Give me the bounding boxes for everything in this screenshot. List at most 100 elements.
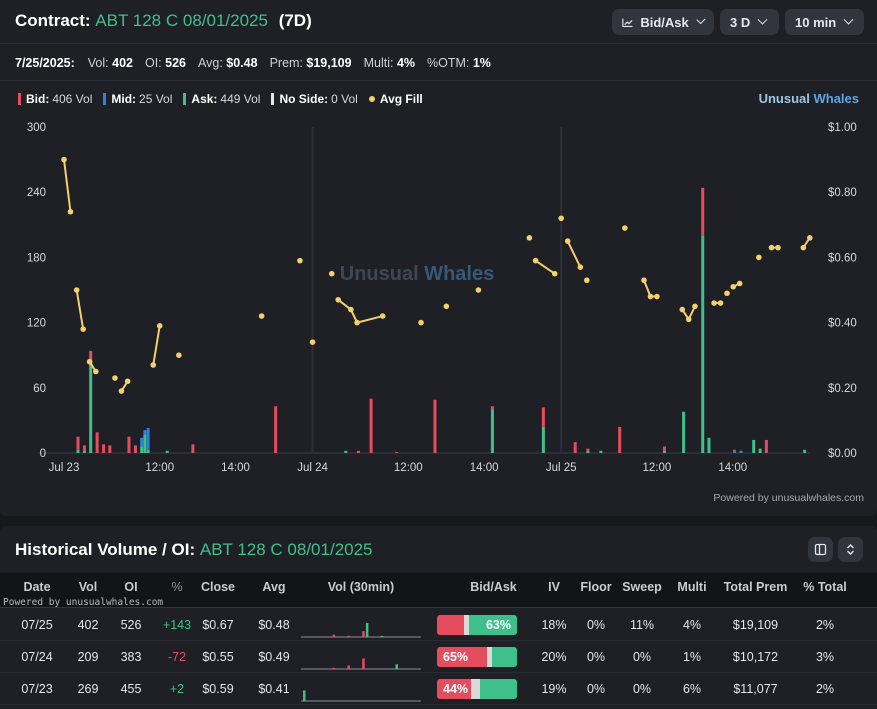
avg-fill-line bbox=[63, 159, 72, 212]
brand-logo: Unusual Whales bbox=[758, 91, 859, 106]
avg-fill-point bbox=[800, 244, 807, 251]
column-header-chg[interactable]: % bbox=[171, 580, 183, 594]
sparkline-bar bbox=[332, 667, 336, 669]
avg-fill-point bbox=[354, 319, 360, 326]
volume-bar-ask bbox=[76, 449, 80, 453]
cell-oi: 383 bbox=[120, 650, 142, 664]
columns-toggle-button[interactable] bbox=[808, 537, 833, 562]
range-dropdown[interactable]: 3 D bbox=[720, 9, 779, 35]
volume-sparkline bbox=[301, 623, 421, 638]
avg-fill-point bbox=[379, 313, 386, 319]
column-header-pct_total[interactable]: % Total bbox=[803, 580, 847, 594]
bid-ask-label: 65% bbox=[443, 650, 469, 664]
collapse-toggle-button[interactable] bbox=[838, 537, 863, 562]
bid-ask-segment bbox=[437, 615, 465, 635]
table-powered-by: Powered by unusualwhales.com bbox=[3, 597, 164, 608]
contract-header: Contract: ABT 128 C 08/01/2025 (7D) Bid/… bbox=[0, 0, 877, 44]
columns-icon bbox=[814, 543, 827, 556]
legend-no-side[interactable]: No Side: 0 Vol bbox=[271, 92, 358, 106]
cell-floor: 0% bbox=[586, 682, 606, 696]
avg-fill-point bbox=[418, 319, 424, 326]
avg-fill-point bbox=[807, 235, 813, 241]
column-header-multi[interactable]: Multi bbox=[677, 580, 707, 594]
avg-fill-point bbox=[532, 257, 539, 264]
volume-bar-bid bbox=[82, 445, 86, 451]
avg-fill-point bbox=[711, 300, 717, 306]
avg-fill-point bbox=[577, 264, 584, 270]
cell-pct_total: 2% bbox=[815, 618, 835, 632]
legend-bid[interactable]: Bid: 406 Vol bbox=[18, 92, 92, 106]
avg-fill-line bbox=[535, 259, 556, 275]
stat-prem: Prem: $19,109 bbox=[269, 55, 352, 70]
volume-bar-ask bbox=[752, 439, 756, 453]
historical-panel: Historical Volume / OI: ABT 128 C 08/01/… bbox=[0, 526, 877, 709]
column-header-floor[interactable]: Floor bbox=[580, 580, 612, 594]
avg-fill-point bbox=[73, 287, 80, 293]
avg-fill-point bbox=[768, 244, 775, 251]
volume-bar-ask bbox=[701, 235, 705, 453]
table-row[interactable]: 07/24 209 383 -72 $0.55 $0.49 65% 20% 0% 0% 1% $10,… bbox=[0, 641, 877, 673]
contract-symbol: ABT 128 C 08/01/2025 bbox=[95, 11, 268, 30]
avg-fill-point bbox=[717, 300, 724, 306]
stat-multi: Multi: 4% bbox=[363, 55, 416, 70]
y-left-tick-label: 0 bbox=[40, 448, 46, 460]
volume-sparkline bbox=[301, 690, 421, 702]
avg-fill-point bbox=[564, 238, 571, 244]
cell-avg: $0.48 bbox=[258, 618, 290, 632]
column-header-avg[interactable]: Avg bbox=[262, 580, 286, 594]
y-left-tick-label: 240 bbox=[27, 187, 46, 199]
avg-fill-point bbox=[558, 215, 564, 222]
avg-fill-point bbox=[551, 270, 558, 277]
historical-title: Historical Volume / OI: ABT 128 C 08/01/… bbox=[15, 540, 373, 559]
avg-fill-point bbox=[309, 339, 316, 345]
chevron-down-icon bbox=[843, 14, 854, 25]
y-right-tick-label: $0.00 bbox=[828, 448, 857, 460]
cell-pct_total: 2% bbox=[815, 682, 835, 696]
volume-bar-ask bbox=[599, 450, 603, 453]
column-header-date[interactable]: Date bbox=[23, 580, 51, 594]
column-header-vol[interactable]: Vol bbox=[78, 580, 98, 594]
cell-chg: -72 bbox=[167, 650, 187, 664]
contract-title: Contract: ABT 128 C 08/01/2025 (7D) bbox=[15, 11, 312, 31]
contract-label: Contract: bbox=[15, 11, 91, 30]
volume-bar-bid bbox=[586, 448, 590, 451]
legend-avg-fill[interactable]: Avg Fill bbox=[368, 92, 426, 106]
stat-avg: Avg: $0.48 bbox=[198, 55, 258, 70]
contract-dte: (7D) bbox=[278, 11, 312, 30]
column-header-ba[interactable]: Bid/Ask bbox=[470, 580, 517, 594]
column-header-spark[interactable]: Vol (30min) bbox=[327, 580, 395, 594]
cell-chg: +143 bbox=[162, 618, 192, 632]
stat-oi: OI: 526 bbox=[144, 55, 186, 70]
powered-by: Powered by unusualwhales.com bbox=[713, 492, 864, 504]
volume-bar-bid bbox=[95, 432, 99, 453]
column-header-sweep[interactable]: Sweep bbox=[622, 580, 662, 594]
column-header-prem[interactable]: Total Prem bbox=[723, 580, 788, 594]
history-table-header: Powered by unusualwhales.com Date Vol OI% C… bbox=[0, 573, 877, 608]
avg-fill-point bbox=[124, 378, 131, 385]
table-row[interactable]: 07/23 269 455 +2 $0.59 $0.41 44% 19% 0% 0% 6% $11,0… bbox=[0, 673, 877, 705]
chart-legend: Bid: 406 Vol Mid: 25 Vol Ask: 449 Vol No Si… bbox=[18, 92, 437, 106]
column-header-oi[interactable]: OI bbox=[124, 580, 138, 594]
y-left-tick-label: 300 bbox=[27, 122, 46, 134]
interval-dropdown[interactable]: 10 min bbox=[785, 9, 864, 35]
volume-bar-bid bbox=[133, 445, 137, 453]
range-label: 3 D bbox=[730, 14, 751, 30]
sparkline-bar bbox=[365, 623, 369, 637]
legend-ask[interactable]: Ask: 449 Vol bbox=[183, 92, 260, 106]
x-tick-label: 12:00 bbox=[145, 462, 174, 474]
y-right-tick-label: $0.20 bbox=[828, 383, 857, 395]
column-header-close[interactable]: Close bbox=[200, 580, 236, 594]
avg-fill-point bbox=[679, 306, 686, 313]
volume-bar-ask bbox=[707, 437, 711, 453]
cell-date: 07/25 bbox=[21, 618, 53, 632]
table-row[interactable]: 07/25 402 526 +143 $0.67 $0.48 63% 18% 0% 11% 4% $1… bbox=[0, 609, 877, 641]
volume-bar-bid bbox=[191, 444, 195, 453]
legend-mid[interactable]: Mid: 25 Vol bbox=[103, 92, 172, 106]
x-tick-label: 12:00 bbox=[394, 462, 423, 474]
column-header-iv[interactable]: IV bbox=[548, 580, 560, 594]
sparkline-bar bbox=[347, 665, 350, 669]
volume-bar-ask bbox=[344, 450, 348, 453]
volume-bar-mid bbox=[739, 451, 743, 453]
view-mode-dropdown[interactable]: Bid/Ask bbox=[612, 9, 714, 35]
avg-fill-point bbox=[118, 388, 125, 394]
